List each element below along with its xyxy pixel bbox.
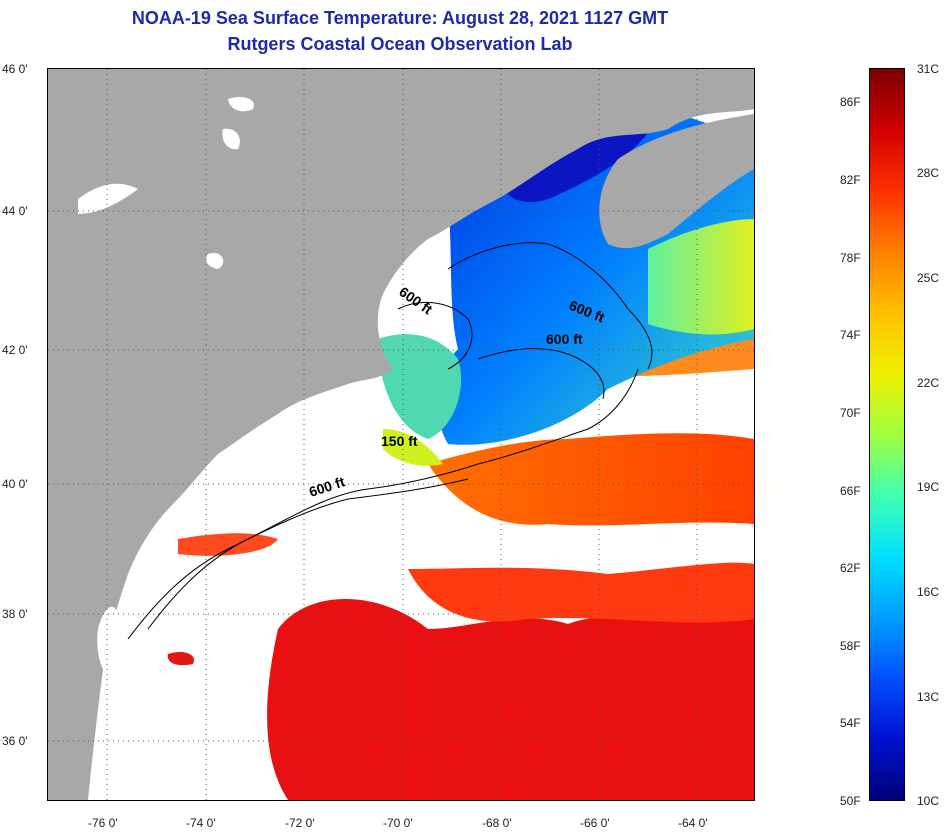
lon-tick-66: -66 0' xyxy=(580,816,610,830)
sst-map-canvas: 600 ft 600 ft 600 ft 150 ft 600 ft xyxy=(48,69,754,800)
colorbar-c-19: 19C xyxy=(917,480,940,494)
lat-tick-36: 36 0' xyxy=(2,734,28,748)
lon-tick-74: -74 0' xyxy=(186,816,216,830)
colorbar-f-50: 50F xyxy=(840,794,861,808)
temperature-colorbar xyxy=(869,68,905,801)
lat-tick-42: 42 0' xyxy=(2,343,28,357)
colorbar-c-10: 10C xyxy=(917,794,940,808)
colorbar-f-82: 82F xyxy=(840,173,861,187)
graticule xyxy=(48,69,754,800)
colorbar-c-28: 28C xyxy=(917,166,940,180)
map-title: NOAA-19 Sea Surface Temperature: August … xyxy=(131,8,669,28)
colorbar-c-31: 31C xyxy=(917,62,940,76)
contour-label-150: 150 ft xyxy=(381,433,418,449)
lon-tick-64: -64 0' xyxy=(678,816,708,830)
colorbar-f-70: 70F xyxy=(840,406,861,420)
lon-tick-76: -76 0' xyxy=(88,816,118,830)
colorbar-c-16: 16C xyxy=(917,585,940,599)
colorbar-f-54: 54F xyxy=(840,716,861,730)
lat-tick-46: 46 0' xyxy=(2,62,28,76)
sst-map[interactable]: 600 ft 600 ft 600 ft 150 ft 600 ft xyxy=(47,68,755,801)
colorbar-f-78: 78F xyxy=(840,251,861,265)
colorbar-f-66: 66F xyxy=(840,484,861,498)
colorbar-c-13: 13C xyxy=(917,690,940,704)
contour-label-600-south: 600 ft xyxy=(307,473,347,500)
colorbar-f-62: 62F xyxy=(840,561,861,575)
lon-tick-70: -70 0' xyxy=(383,816,413,830)
contour-label-600-georges: 600 ft xyxy=(546,331,583,347)
colorbar-c-22: 22C xyxy=(917,376,940,390)
lat-tick-44: 44 0' xyxy=(2,204,28,218)
colorbar-c-25: 25C xyxy=(917,271,940,285)
depth-contours xyxy=(127,242,653,640)
lat-tick-40: 40 0' xyxy=(2,477,28,491)
colorbar-f-74: 74F xyxy=(840,328,861,342)
map-subtitle: Rutgers Coastal Ocean Observation Lab xyxy=(227,34,573,54)
lon-tick-72: -72 0' xyxy=(285,816,315,830)
colorbar-f-58: 58F xyxy=(840,639,861,653)
colorbar-f-86: 86F xyxy=(840,95,861,109)
lat-tick-38: 38 0' xyxy=(2,607,28,621)
contour-label-600-northwest: 600 ft xyxy=(396,283,435,317)
lon-tick-68: -68 0' xyxy=(482,816,512,830)
land-region xyxy=(48,69,754,800)
